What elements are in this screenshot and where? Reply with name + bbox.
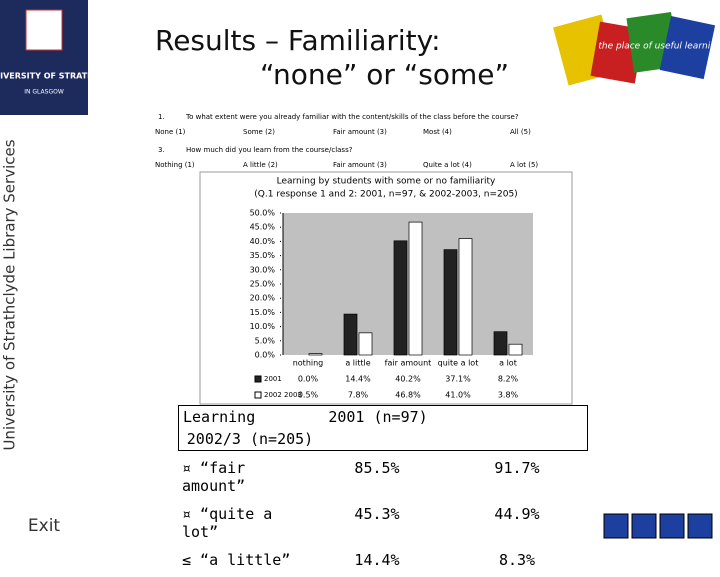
data-table-value: 7.8% (348, 391, 369, 400)
chart-subtitle: (Q.1 response 1 and 2: 2001, n=97, & 200… (254, 190, 517, 200)
table-cell: ≤ “a little” (182, 551, 291, 569)
results-table: Learning 2001 (n=97) 2002/3 (n=205) ¤ “fair… (178, 405, 588, 577)
x-tick-label: quite a lot (438, 359, 479, 368)
x-tick-label: a little (345, 359, 370, 368)
y-tick-label: 20.0% (250, 294, 276, 303)
data-table-value: 8.2% (498, 375, 519, 384)
option: Quite a lot (4) (423, 161, 472, 169)
y-tick-label: 45.0% (250, 223, 276, 232)
bar (308, 353, 323, 356)
option: Most (4) (423, 128, 452, 136)
y-tick-label: 5.0% (255, 336, 276, 345)
question-number: 3. (158, 146, 165, 154)
data-table-value: 0.0% (298, 375, 319, 384)
logo-text: THE UNIVERSITY OF STRATHCLYDE (0, 72, 121, 81)
table-cell: 2001 (n=97) (328, 408, 428, 426)
y-tick-label: 10.0% (250, 322, 276, 331)
legend-label: 2001 (264, 375, 282, 383)
option: A lot (5) (510, 161, 538, 169)
option: None (1) (155, 128, 186, 136)
data-table-value: 46.8% (395, 391, 421, 400)
data-table-value: 40.2% (395, 375, 421, 384)
banner: the place of useful learning (553, 12, 720, 86)
logo-sub: IN GLASGOW (24, 89, 64, 96)
question-text: How much did you learn from the course/c… (186, 146, 353, 154)
table-cell: 85.5% (354, 459, 400, 477)
option: All (5) (510, 128, 531, 136)
y-tick-label: 0.0% (255, 351, 276, 360)
crest (25, 9, 63, 51)
table-cell: 2002/3 (n=205) (186, 430, 314, 448)
vertical-text: University of Strathclyde Library Servic… (1, 139, 19, 450)
table-row: ≤ “a little” 14.4% 8.3% (178, 549, 588, 571)
legend-swatch (254, 375, 262, 383)
option: Some (2) (243, 128, 275, 136)
bar (358, 332, 373, 356)
x-tick-label: a lot (499, 359, 517, 368)
data-table-value: 41.0% (445, 391, 471, 400)
bar (458, 238, 473, 356)
bar (408, 221, 423, 356)
table-row: Learning 2001 (n=97) 2002/3 (n=205) (178, 405, 588, 451)
option: A little (2) (243, 161, 278, 169)
data-table-value: 37.1% (445, 375, 471, 384)
y-tick-label: 25.0% (250, 280, 276, 289)
table-row: ¤ “fair amount” 85.5% 91.7% (178, 457, 588, 497)
question-number: 1. (158, 113, 165, 121)
bar (493, 331, 508, 356)
bar (393, 240, 408, 356)
banner-text: the place of useful learning (598, 42, 720, 52)
title-line: “none” or “some” (260, 58, 509, 91)
x-tick-label: fair amount (385, 359, 432, 368)
option: Fair amount (3) (333, 161, 387, 169)
y-tick-label: 15.0% (250, 308, 276, 317)
table-row: ¤ “quite a lot” 45.3% 44.9% (178, 503, 588, 543)
y-tick-label: 40.0% (250, 237, 276, 246)
chart-title: Learning by students with some or no fam… (277, 177, 496, 187)
table-cell: ¤ “quite a lot” (182, 505, 273, 541)
table-cell: 44.9% (494, 505, 540, 523)
plot-area (283, 213, 533, 355)
option: Nothing (1) (155, 161, 195, 169)
nav-buttons (603, 513, 713, 539)
bar (343, 313, 358, 356)
table-cell: 8.3% (498, 551, 536, 569)
bar (443, 249, 458, 356)
question-text: To what extent were you already familiar… (185, 113, 519, 121)
table-cell: Learning (183, 408, 256, 426)
data-table-value: 14.4% (345, 375, 371, 384)
y-tick-label: 35.0% (250, 251, 276, 260)
data-table-value: 3.8% (498, 391, 519, 400)
y-tick-label: 50.0% (250, 209, 276, 218)
table-cell: ¤ “fair amount” (182, 459, 246, 495)
option: Fair amount (3) (333, 128, 387, 136)
x-tick-label: nothing (293, 359, 324, 368)
legend-swatch (254, 391, 262, 399)
data-table-value: 0.5% (298, 391, 319, 400)
y-tick-label: 30.0% (250, 265, 276, 274)
table-cell: 14.4% (354, 551, 400, 569)
table-cell: 45.3% (354, 505, 400, 523)
title-line: Results – Familiarity: (155, 24, 441, 57)
legend-label: 2002 2003 (264, 391, 302, 399)
bar (508, 343, 523, 356)
table-cell: 91.7% (494, 459, 540, 477)
slide: THE UNIVERSITY OF STRATHCLYDE IN GLASGOW… (0, 0, 720, 539)
exit-button[interactable]: Exit (28, 516, 61, 536)
